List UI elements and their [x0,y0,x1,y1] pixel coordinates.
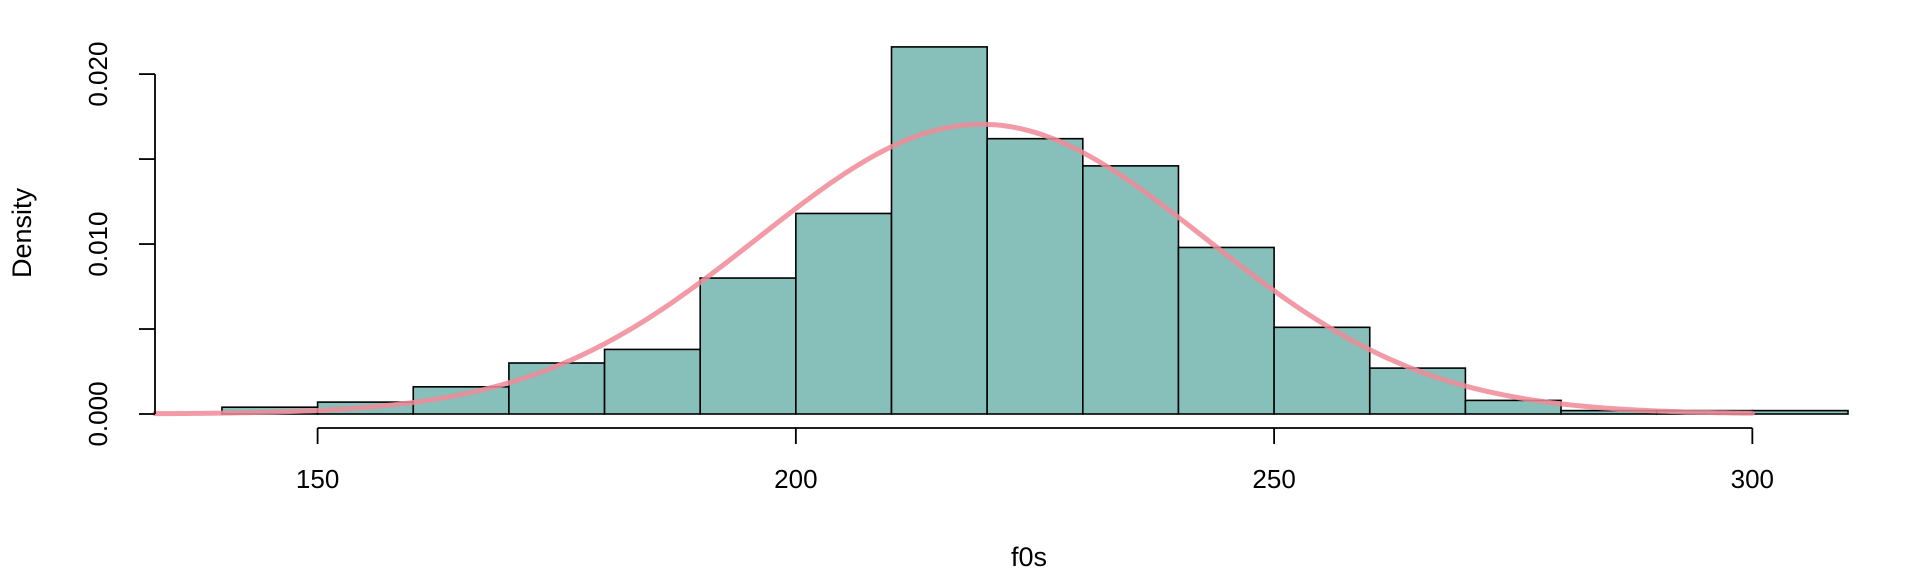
y-tick-label-4: 0.020 [83,42,113,107]
histogram-bar-16 [1751,409,1849,415]
y-tick-label-2: 0.010 [83,212,113,277]
x-tick-label-2: 250 [1252,464,1295,494]
histogram-bar-4 [603,348,701,415]
histogram-bar-8 [986,137,1084,415]
histogram-bar-5 [699,277,797,415]
histogram-bar-6 [795,212,893,415]
histogram-bar-10 [1177,246,1275,415]
histogram-bar-7 [890,46,988,415]
x-tick-label-0: 150 [296,464,339,494]
x-tick-label-1: 200 [774,464,817,494]
y-tick-label-0: 0.000 [83,381,113,446]
axes-layer: 150 200 250 300 0.000 0.010 0.020 [83,42,1774,494]
x-axis-label: f0s [1011,542,1047,572]
histogram-bar-13 [1464,399,1562,415]
histogram-bar-9 [1082,165,1180,415]
histogram-bar-12 [1368,367,1467,415]
density-curve-layer [152,121,1755,417]
y-axis-label: Density [7,187,37,278]
histogram-bars [221,46,1849,415]
x-tick-label-3: 300 [1731,464,1774,494]
density-curve [152,121,1755,417]
histogram-bar-3 [508,362,606,415]
